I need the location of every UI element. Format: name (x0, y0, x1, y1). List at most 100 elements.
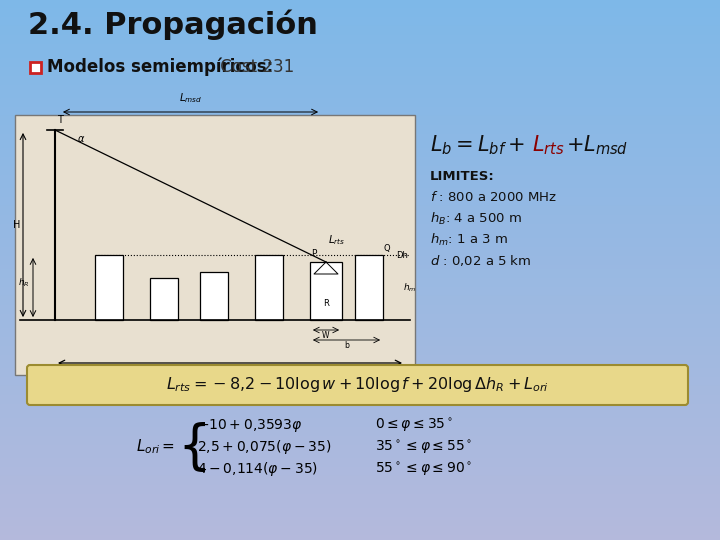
Bar (0, 381, 720, 387)
Bar (0, 300, 720, 306)
Text: $h_m$: 1 a 3 m: $h_m$: 1 a 3 m (430, 232, 508, 248)
Text: H: H (13, 220, 20, 230)
Bar (0, 265, 720, 270)
Bar (200, 272, 228, 320)
Bar (0, 224, 720, 230)
Text: 2.4. Propagación: 2.4. Propagación (28, 10, 318, 40)
Bar (0, 273, 720, 279)
Text: $35^\circ \leq \varphi \leq 55^\circ$: $35^\circ \leq \varphi \leq 55^\circ$ (375, 438, 472, 456)
Bar (0, 255, 720, 261)
Text: W: W (323, 331, 330, 340)
Bar (0, 161, 720, 166)
Bar (0, 89, 720, 94)
Bar (310, 262, 342, 320)
Bar (255, 255, 283, 320)
Bar (0, 386, 720, 391)
Bar (0, 184, 720, 189)
Bar (0, 390, 720, 396)
Bar (0, 111, 720, 117)
Bar (0, 53, 720, 58)
Bar (0, 143, 720, 148)
Bar (0, 228, 720, 234)
FancyBboxPatch shape (27, 365, 688, 405)
Text: $\{$: $\{$ (177, 420, 206, 474)
Bar (0, 323, 720, 328)
Bar (0, 395, 720, 401)
Bar (0, 188, 720, 193)
Bar (0, 39, 720, 45)
Bar (0, 535, 720, 540)
Bar (0, 462, 720, 468)
Bar (0, 201, 720, 207)
Bar (0, 521, 720, 526)
Bar (0, 26, 720, 31)
Bar (0, 197, 720, 202)
Bar (0, 125, 720, 131)
Bar (0, 206, 720, 212)
Bar (0, 107, 720, 112)
Text: $+L_{msd}$: $+L_{msd}$ (566, 133, 629, 157)
Text: $L_{rts}$: $L_{rts}$ (328, 233, 345, 247)
Bar (0, 242, 720, 247)
Bar (0, 305, 720, 310)
Bar (0, 71, 720, 77)
Text: $L_{rts} = -8{,}2 - 10\log w + 10\log f + 20\log \Delta h_R + L_{ori}$: $L_{rts} = -8{,}2 - 10\log w + 10\log f … (166, 375, 549, 395)
Bar (0, 84, 720, 90)
Bar (0, 427, 720, 432)
Bar (0, 278, 720, 284)
Bar (150, 278, 178, 320)
Bar (0, 404, 720, 409)
Bar (0, 134, 720, 139)
Bar (0, 413, 720, 418)
Bar (0, 458, 720, 463)
Bar (0, 98, 720, 104)
Bar (0, 494, 720, 500)
Bar (0, 431, 720, 436)
Bar (0, 516, 720, 522)
Bar (0, 359, 720, 364)
Text: $L_b=L_{bf}+$: $L_b=L_{bf}+$ (430, 133, 525, 157)
Text: $4 - 0{,}114(\varphi - 35)$: $4 - 0{,}114(\varphi - 35)$ (197, 460, 318, 478)
Bar (0, 508, 720, 513)
Text: R: R (323, 299, 329, 308)
Text: Modelos semiempíricos:: Modelos semiempíricos: (47, 58, 274, 76)
Bar (0, 80, 720, 85)
Bar (0, 260, 720, 266)
Bar (0, 3, 720, 9)
Bar (95, 255, 123, 320)
Bar (0, 498, 720, 504)
Text: P: P (311, 249, 317, 258)
Bar (0, 400, 720, 405)
Bar (0, 489, 720, 495)
Bar (0, 12, 720, 18)
Bar (0, 422, 720, 428)
Text: $L_{rts}$: $L_{rts}$ (532, 133, 564, 157)
Bar (0, 179, 720, 185)
Text: d: d (226, 365, 233, 375)
Bar (0, 417, 720, 423)
Bar (0, 296, 720, 301)
Bar (0, 332, 720, 338)
Bar (30, 62, 41, 73)
Text: T: T (57, 115, 63, 125)
Bar (0, 503, 720, 509)
Bar (0, 269, 720, 274)
Bar (0, 233, 720, 239)
Bar (0, 336, 720, 342)
Bar (0, 368, 720, 374)
Bar (0, 440, 720, 445)
Text: $h_m$: $h_m$ (403, 282, 416, 294)
Bar (0, 30, 720, 36)
Bar (0, 454, 720, 459)
Bar (0, 476, 720, 482)
Bar (0, 377, 720, 382)
Bar (0, 130, 720, 135)
Bar (0, 341, 720, 347)
Text: $2{,}5 + 0{,}075(\varphi - 35)$: $2{,}5 + 0{,}075(\varphi - 35)$ (197, 438, 331, 456)
Bar (0, 525, 720, 531)
Bar (0, 314, 720, 320)
Bar (0, 309, 720, 315)
Text: b: b (344, 341, 349, 350)
Bar (0, 449, 720, 455)
Bar (0, 282, 720, 288)
